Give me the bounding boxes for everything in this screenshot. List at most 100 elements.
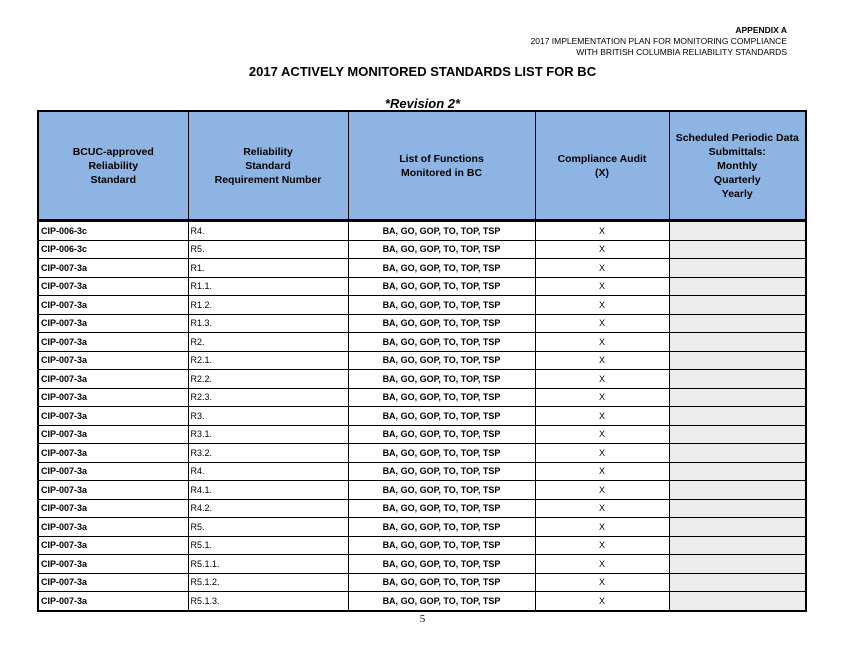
cell-functions: BA, GO, GOP, TO, TOP, TSP <box>347 461 536 481</box>
cell-requirement-number: R1.3. <box>187 313 349 333</box>
cell-standard: CIP-007-3a <box>37 350 189 370</box>
cell-standard: CIP-007-3a <box>37 554 189 574</box>
cell-requirement-number: R5.1.3. <box>187 591 349 611</box>
cell-standard: CIP-007-3a <box>37 591 189 611</box>
table-row: CIP-007-3a R4.2. BA, GO, GOP, TO, TOP, TSP… <box>37 498 807 518</box>
cell-requirement-number: R3.2. <box>187 443 349 463</box>
cell-compliance-audit: X <box>534 387 670 407</box>
table-row: CIP-007-3a R2.2. BA, GO, GOP, TO, TOP, TSP… <box>37 369 807 389</box>
cell-standard: CIP-007-3a <box>37 572 189 592</box>
cell-standard: CIP-007-3a <box>37 276 189 296</box>
header-line-3: WITH BRITISH COLUMBIA RELIABILITY STANDA… <box>576 47 787 57</box>
cell-requirement-number: R5.1.1. <box>187 554 349 574</box>
cell-requirement-number: R1. <box>187 258 349 278</box>
cell-functions: BA, GO, GOP, TO, TOP, TSP <box>347 591 536 611</box>
cell-functions: BA, GO, GOP, TO, TOP, TSP <box>347 276 536 296</box>
cell-periodic-data <box>668 461 807 481</box>
cell-functions: BA, GO, GOP, TO, TOP, TSP <box>347 535 536 555</box>
cell-standard: CIP-007-3a <box>37 258 189 278</box>
cell-functions: BA, GO, GOP, TO, TOP, TSP <box>347 258 536 278</box>
cell-functions: BA, GO, GOP, TO, TOP, TSP <box>347 424 536 444</box>
cell-periodic-data <box>668 572 807 592</box>
cell-standard: CIP-007-3a <box>37 406 189 426</box>
cell-compliance-audit: X <box>534 406 670 426</box>
cell-requirement-number: R5.1. <box>187 535 349 555</box>
cell-requirement-number: R2.2. <box>187 369 349 389</box>
standards-table: BCUC-approved Reliability Standard Reliab… <box>37 110 807 612</box>
column-header-functions: List of Functions Monitored in BC <box>347 110 536 222</box>
cell-compliance-audit: X <box>534 350 670 370</box>
cell-standard: CIP-007-3a <box>37 480 189 500</box>
cell-functions: BA, GO, GOP, TO, TOP, TSP <box>347 554 536 574</box>
cell-periodic-data <box>668 554 807 574</box>
table-row: CIP-007-3a R1.3. BA, GO, GOP, TO, TOP, TSP… <box>37 313 807 333</box>
table-row: CIP-007-3a R1.2. BA, GO, GOP, TO, TOP, TSP… <box>37 295 807 315</box>
table-body: CIP-006-3c R4. BA, GO, GOP, TO, TOP, TSP X C… <box>37 220 807 611</box>
header-line-2: 2017 IMPLEMENTATION PLAN FOR MONITORING … <box>530 36 787 46</box>
cell-functions: BA, GO, GOP, TO, TOP, TSP <box>347 220 536 241</box>
cell-functions: BA, GO, GOP, TO, TOP, TSP <box>347 313 536 333</box>
cell-periodic-data <box>668 258 807 278</box>
cell-compliance-audit: X <box>534 498 670 518</box>
cell-compliance-audit: X <box>534 313 670 333</box>
column-header-compliance-audit: Compliance Audit (X) <box>534 110 670 222</box>
cell-functions: BA, GO, GOP, TO, TOP, TSP <box>347 406 536 426</box>
cell-functions: BA, GO, GOP, TO, TOP, TSP <box>347 369 536 389</box>
revision-label: *Revision 2* <box>384 96 461 111</box>
cell-compliance-audit: X <box>534 332 670 352</box>
cell-standard: CIP-007-3a <box>37 332 189 352</box>
cell-functions: BA, GO, GOP, TO, TOP, TSP <box>347 239 536 259</box>
cell-requirement-number: R3.1. <box>187 424 349 444</box>
column-header-periodic-data: Scheduled Periodic Data Submittals: Mont… <box>668 110 807 222</box>
column-header-standard: BCUC-approved Reliability Standard <box>37 110 189 222</box>
cell-functions: BA, GO, GOP, TO, TOP, TSP <box>347 295 536 315</box>
table-row: CIP-007-3a R3. BA, GO, GOP, TO, TOP, TSP X <box>37 406 807 426</box>
table-row: CIP-007-3a R3.2. BA, GO, GOP, TO, TOP, TSP… <box>37 443 807 463</box>
cell-standard: CIP-007-3a <box>37 369 189 389</box>
cell-compliance-audit: X <box>534 424 670 444</box>
cell-compliance-audit: X <box>534 461 670 481</box>
cell-compliance-audit: X <box>534 591 670 611</box>
table-row: CIP-007-3a R5.1.2. BA, GO, GOP, TO, TOP, T… <box>37 572 807 592</box>
cell-requirement-number: R4.1. <box>187 480 349 500</box>
cell-periodic-data <box>668 387 807 407</box>
table-row: CIP-007-3a R2.1. BA, GO, GOP, TO, TOP, TSP… <box>37 350 807 370</box>
cell-functions: BA, GO, GOP, TO, TOP, TSP <box>347 443 536 463</box>
cell-compliance-audit: X <box>534 554 670 574</box>
table-row: CIP-006-3c R5. BA, GO, GOP, TO, TOP, TSP X <box>37 239 807 259</box>
cell-functions: BA, GO, GOP, TO, TOP, TSP <box>347 387 536 407</box>
page-number: 5 <box>419 613 426 625</box>
cell-functions: BA, GO, GOP, TO, TOP, TSP <box>347 498 536 518</box>
cell-functions: BA, GO, GOP, TO, TOP, TSP <box>347 480 536 500</box>
cell-periodic-data <box>668 591 807 611</box>
cell-periodic-data <box>668 498 807 518</box>
table-row: CIP-007-3a R5.1.3. BA, GO, GOP, TO, TOP, T… <box>37 591 807 611</box>
cell-periodic-data <box>668 406 807 426</box>
cell-periodic-data <box>668 480 807 500</box>
cell-functions: BA, GO, GOP, TO, TOP, TSP <box>347 332 536 352</box>
table-row: CIP-007-3a R2.3. BA, GO, GOP, TO, TOP, TSP… <box>37 387 807 407</box>
cell-periodic-data <box>668 276 807 296</box>
cell-periodic-data <box>668 369 807 389</box>
table-header-row: BCUC-approved Reliability Standard Reliab… <box>37 110 807 222</box>
cell-compliance-audit: X <box>534 369 670 389</box>
cell-functions: BA, GO, GOP, TO, TOP, TSP <box>347 572 536 592</box>
cell-compliance-audit: X <box>534 220 670 241</box>
table-row: CIP-007-3a R5.1. BA, GO, GOP, TO, TOP, TSP… <box>37 535 807 555</box>
appendix-label: APPENDIX A <box>735 25 787 35</box>
cell-requirement-number: R1.2. <box>187 295 349 315</box>
cell-requirement-number: R5. <box>187 517 349 537</box>
table-row: CIP-007-3a R5. BA, GO, GOP, TO, TOP, TSP X <box>37 517 807 537</box>
cell-compliance-audit: X <box>534 480 670 500</box>
table-row: CIP-007-3a R5.1.1. BA, GO, GOP, TO, TOP, T… <box>37 554 807 574</box>
cell-standard: CIP-007-3a <box>37 498 189 518</box>
table-row: CIP-007-3a R4. BA, GO, GOP, TO, TOP, TSP X <box>37 461 807 481</box>
cell-standard: CIP-007-3a <box>37 424 189 444</box>
cell-requirement-number: R5.1.2. <box>187 572 349 592</box>
cell-periodic-data <box>668 313 807 333</box>
table-row: CIP-007-3a R3.1. BA, GO, GOP, TO, TOP, TSP… <box>37 424 807 444</box>
table-row: CIP-007-3a R1.1. BA, GO, GOP, TO, TOP, TSP… <box>37 276 807 296</box>
cell-compliance-audit: X <box>534 572 670 592</box>
cell-periodic-data <box>668 350 807 370</box>
